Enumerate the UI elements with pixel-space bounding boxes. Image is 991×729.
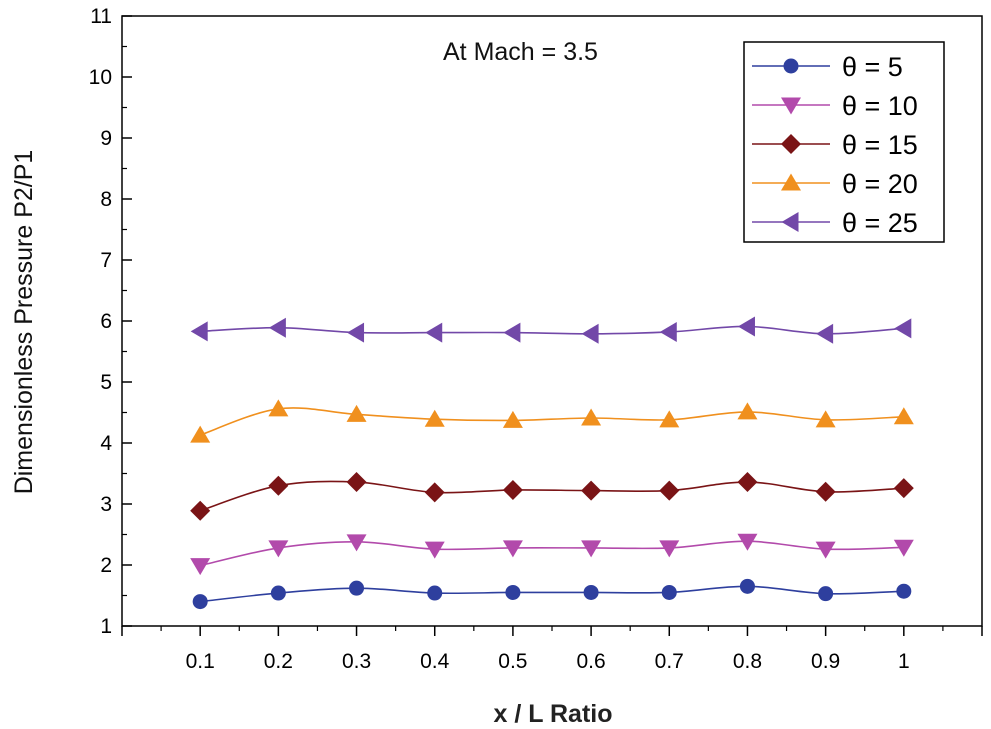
series-line	[199, 407, 904, 436]
x-tick-label: 0.3	[342, 650, 371, 673]
data-point	[581, 540, 602, 558]
series-line	[199, 480, 904, 512]
series-line	[200, 585, 904, 603]
data-point	[581, 408, 602, 426]
data-point	[502, 540, 523, 558]
legend-label: θ = 10	[842, 91, 918, 121]
data-point	[896, 583, 912, 599]
data-point	[268, 399, 289, 417]
data-point	[190, 558, 211, 576]
series-layer	[190, 316, 914, 610]
legend-marker	[781, 212, 799, 232]
legend-label: θ = 15	[842, 130, 918, 160]
series-4	[190, 399, 914, 443]
y-tick-label: 3	[100, 493, 112, 516]
legend: θ = 5 θ = 10 θ = 15 θ = 20 θ = 25	[743, 41, 945, 243]
y-axis-title: Dimensionless Pressure P2/P1	[10, 150, 38, 495]
data-point	[581, 480, 602, 501]
y-tick-label: 1	[100, 615, 112, 638]
data-point	[816, 323, 834, 344]
x-tick-label: 0.9	[811, 650, 840, 673]
legend-label: θ = 25	[842, 208, 918, 238]
data-point	[502, 479, 523, 500]
x-tick-label: 0.4	[420, 650, 450, 673]
data-point	[815, 541, 836, 559]
y-tick-label: 4	[100, 432, 112, 455]
data-point	[424, 541, 445, 559]
x-tick-label: 0.7	[655, 650, 684, 673]
data-point	[659, 480, 680, 501]
data-point	[347, 322, 365, 343]
data-point	[815, 481, 836, 502]
data-point	[737, 472, 758, 493]
data-point	[893, 539, 914, 557]
data-point	[190, 425, 211, 443]
y-tick-label: 9	[100, 127, 112, 150]
series-5	[190, 316, 912, 344]
legend-marker	[781, 97, 801, 115]
data-point	[346, 534, 367, 552]
legend-box	[743, 41, 945, 243]
data-point	[818, 586, 834, 602]
y-tick-label: 11	[90, 5, 112, 28]
data-point	[427, 585, 443, 601]
series-line	[200, 540, 904, 567]
data-point	[893, 407, 914, 425]
y-tick-label: 5	[100, 371, 112, 394]
series-2	[190, 533, 914, 576]
x-tick-label: 0.8	[733, 650, 762, 673]
x-axis-title: x / L Ratio	[493, 700, 612, 728]
x-tick-label: 0.1	[186, 650, 215, 673]
data-point	[505, 584, 521, 600]
data-point	[424, 409, 445, 427]
data-point	[346, 472, 367, 493]
x-tick-label: 0.5	[498, 650, 527, 673]
data-point	[739, 578, 755, 594]
data-point	[659, 321, 677, 342]
annotation-mach: At Mach = 3.5	[443, 38, 598, 66]
data-point	[349, 580, 365, 596]
x-tick-label: 0.6	[576, 650, 605, 673]
data-point	[581, 323, 599, 344]
y-tick-label: 6	[100, 310, 112, 333]
data-point	[190, 321, 208, 342]
data-point	[425, 322, 443, 343]
data-point	[346, 404, 367, 422]
y-tick-label: 10	[89, 66, 112, 89]
series-line	[200, 325, 904, 335]
x-tick-label: 0.2	[264, 650, 293, 673]
axes: 1 2 3 4 5 6 7 8 9 10 11 0.1 0.2 0.3 0.4 0.5 0.6 0.7 0.8 0.9…	[89, 5, 983, 673]
data-point	[893, 478, 914, 499]
x-tick-label: 1	[898, 650, 910, 673]
data-point	[268, 540, 289, 558]
data-point	[737, 533, 758, 551]
data-point	[661, 584, 677, 600]
data-point	[268, 475, 289, 496]
data-point	[190, 500, 211, 521]
data-point	[503, 322, 521, 343]
data-point	[737, 316, 755, 337]
data-point	[659, 540, 680, 558]
data-point	[502, 410, 523, 428]
y-tick-label: 2	[100, 554, 112, 577]
legend-marker	[783, 58, 799, 74]
legend-label: θ = 20	[842, 169, 918, 199]
legend-marker	[781, 134, 801, 154]
data-point	[424, 482, 445, 503]
series-3	[190, 472, 914, 521]
data-point	[583, 584, 599, 600]
y-tick-label: 8	[100, 188, 112, 211]
data-point	[737, 402, 758, 420]
legend-marker	[781, 173, 801, 191]
legend-label: θ = 5	[842, 52, 903, 82]
data-point	[815, 410, 836, 428]
data-point	[192, 594, 208, 610]
y-tick-label: 7	[100, 249, 112, 272]
data-point	[268, 317, 286, 338]
data-point	[659, 410, 680, 428]
data-point	[894, 318, 912, 339]
series-1	[192, 578, 912, 610]
data-point	[270, 585, 286, 601]
